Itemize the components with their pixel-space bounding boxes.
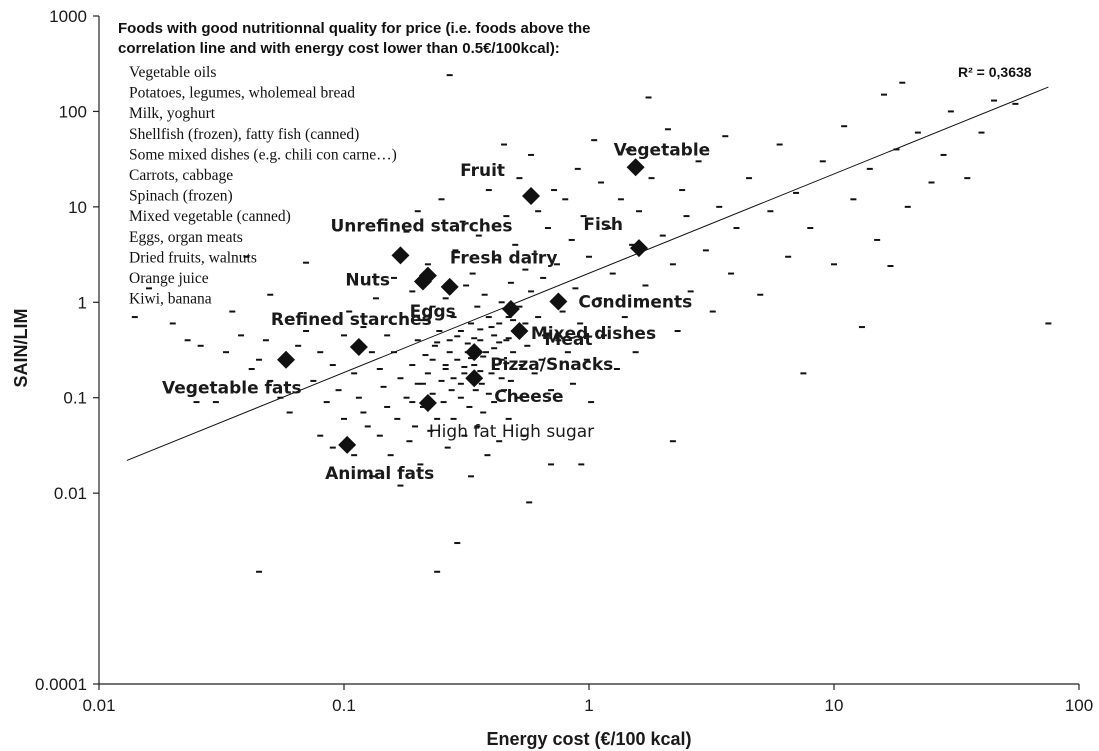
category-label: Vegetable [614,140,711,160]
note-item: Shellfish (frozen), fatty fish (canned) [129,126,359,143]
category-marker [501,300,520,319]
category-marker [630,239,649,258]
category-marker [418,394,437,413]
category-label: Refined starches [271,310,432,330]
category-marker [465,343,484,362]
x-tick-label: 10 [825,696,844,715]
category-label: Vegetable fats [162,379,302,399]
y-axis-title: SAIN/LIM [11,309,31,388]
note-item: Vegetable oils [129,64,216,81]
category-label: Unrefined starches [330,216,512,236]
note-item: Carrots, cabbage [129,167,233,184]
category-label: Condiments [578,292,692,312]
r-squared-label: R² = 0,3638 [958,64,1032,80]
note-item: Potatoes, legumes, wholemeal bread [129,85,355,102]
y-tick-label: 0.01 [54,484,87,503]
category-marker [338,435,357,454]
note-title-line-1: Foods with good nutritionnal quality for… [118,20,591,37]
category-label: High fat High sugar [429,422,594,442]
note-item: Kiwi, banana [129,291,212,308]
category-markers: Vegetable Fruit Fish Unrefined starches Fres… [162,140,710,484]
category-marker [522,186,541,205]
category-marker [626,158,645,177]
category-marker [349,337,368,356]
x-axis-title: Energy cost (€/100 kcal) [486,729,691,749]
category-label: Fish [583,215,623,235]
category-marker [277,350,296,369]
note-item: Spinach (frozen) [129,188,233,205]
regression-line [126,86,1049,461]
y-tick-label: 0.0001 [35,675,87,694]
note-item: Orange juice [129,270,209,287]
x-tick-label: 0.01 [82,696,115,715]
y-tick-label: 1000 [49,7,87,26]
category-label: Pizza/Snacks [490,355,613,375]
note-item: Mixed vegetable (canned) [129,208,291,225]
category-label: Fresh dairy [450,249,558,269]
note-item: Dried fruits, walnuts [129,249,257,266]
category-marker [510,322,529,341]
category-label: Animal fats [325,464,434,484]
y-tick-label: 0.1 [63,389,87,408]
category-label: Fruit [460,161,505,181]
note-item: Eggs, organ meats [129,229,243,246]
category-label: Meat [544,330,592,350]
x-tick-label: 100 [1065,696,1093,715]
note-box: Foods with good nutritionnal quality for… [118,20,591,308]
note-item: Milk, yoghurt [129,105,216,122]
category-label: Nuts [345,271,390,291]
y-tick-label: 1 [78,293,87,312]
category-marker [440,277,459,296]
category-marker [465,369,484,388]
y-tick-label: 100 [59,102,87,121]
x-tick-label: 1 [584,696,593,715]
category-marker [549,292,568,311]
category-label: Mixed dishes [531,324,656,344]
food-points [131,74,1052,573]
category-marker [391,246,410,265]
y-tick-label: 10 [68,198,87,217]
x-tick-label: 0.1 [332,696,356,715]
category-label: Cheese [494,387,563,407]
tick-labels: 0.01 0.1 1 10 100 0.0001 0.01 0.1 1 10 100 1000 [35,7,1093,715]
category-label: Eggs [410,302,456,322]
category-marker [413,272,432,291]
note-title-line-2: correlation line and with energy cost lo… [118,40,560,57]
note-item: Some mixed dishes (e.g. chili con carne…… [129,146,397,163]
